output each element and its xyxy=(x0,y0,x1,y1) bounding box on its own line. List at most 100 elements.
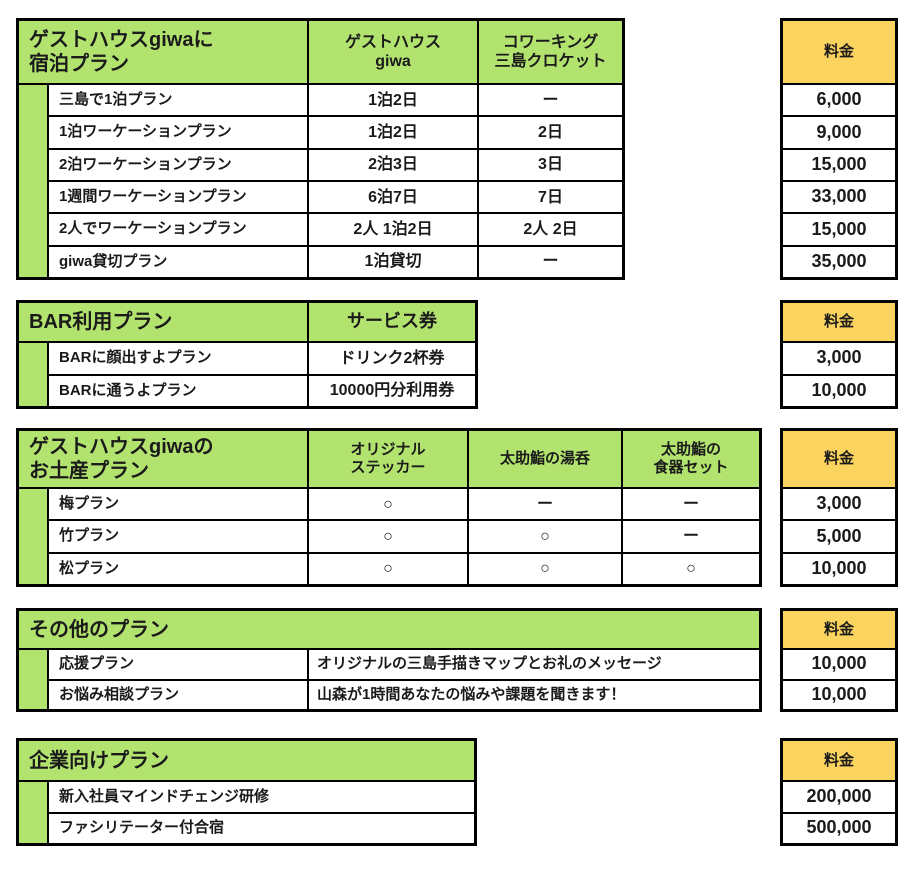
bar-table-title: BAR利用プラン xyxy=(19,303,307,341)
coworking-value-cell: ー xyxy=(479,246,622,277)
title-line: ゲストハウスgiwaの xyxy=(29,436,214,458)
price-cell: 3,000 xyxy=(783,489,895,520)
coworking-value-cell: 3日 xyxy=(479,149,622,180)
price-cell: 10,000 xyxy=(783,680,895,709)
guesthouse-value-cell: 1泊2日 xyxy=(309,85,477,116)
souvenir-plans-table: ゲストハウスgiwaの お土産プラン オリジナル ステッカー 太助鮨の湯呑 太助… xyxy=(16,428,762,587)
column-header-line: オリジナル xyxy=(350,441,426,458)
price-cell: 15,000 xyxy=(783,149,895,180)
service-value-cell: 10000円分利用券 xyxy=(309,375,475,406)
price-cell: 3,000 xyxy=(783,343,895,374)
lodging-price-table: 料金 6,000 9,000 15,000 33,000 15,000 35,0… xyxy=(780,18,898,280)
tableware-mark-cell: ー xyxy=(623,489,759,520)
price-cell: 10,000 xyxy=(783,650,895,679)
column-header-line: ゲストハウス xyxy=(344,33,441,51)
price-cell: 6,000 xyxy=(783,85,895,116)
column-header-line: 三島クロケット xyxy=(494,53,607,70)
column-header-guesthouse-giwa: ゲストハウス giwa xyxy=(309,21,477,83)
left-accent-bar xyxy=(19,343,47,406)
column-header-sticker: オリジナル ステッカー xyxy=(309,431,467,487)
price-column-header: 料金 xyxy=(783,611,895,648)
column-header-yunomi: 太助鮨の湯呑 xyxy=(469,431,621,487)
plan-description-cell: 山森が1時間あなたの悩みや課題を聞きます！ xyxy=(309,680,759,709)
coworking-value-cell: ー xyxy=(479,85,622,116)
guesthouse-value-cell: 1泊2日 xyxy=(309,117,477,148)
price-cell: 35,000 xyxy=(783,246,895,277)
title-line: BAR利用プラン xyxy=(29,311,173,333)
bar-plans-table: BAR利用プラン サービス券 BARに顔出すよプラン ドリンク2杯券 BARに通… xyxy=(16,300,478,409)
plan-name-cell: BARに通うよプラン xyxy=(49,375,307,406)
price-cell: 9,000 xyxy=(783,117,895,148)
guesthouse-value-cell: 2人 1泊2日 xyxy=(309,214,477,245)
title-line: その他のプラン xyxy=(29,618,169,641)
plan-name-cell: 竹プラン xyxy=(49,521,307,552)
corporate-plans-table: 企業向けプラン 新入社員マインドチェンジ研修 ファシリテーター付合宿 xyxy=(16,738,477,846)
yunomi-mark-cell: ー xyxy=(469,489,621,520)
plan-name-cell: 2泊ワーケーションプラン xyxy=(49,149,307,180)
column-header-line: 太助鮨の湯呑 xyxy=(499,450,590,467)
plan-name-cell: 2人でワーケーションプラン xyxy=(49,214,307,245)
plan-description-cell: オリジナルの三島手描きマップとお礼のメッセージ xyxy=(309,650,759,679)
lodging-plans-table: ゲストハウスgiwaに 宿泊プラン ゲストハウス giwa コワーキング 三島ク… xyxy=(16,18,625,280)
price-cell: 15,000 xyxy=(783,214,895,245)
left-accent-bar xyxy=(19,85,47,277)
column-header-tableware: 太助鮨の 食器セット xyxy=(623,431,759,487)
price-cell: 33,000 xyxy=(783,182,895,213)
bar-price-table: 料金 3,000 10,000 xyxy=(780,300,898,409)
other-price-table: 料金 10,000 10,000 xyxy=(780,608,898,712)
corporate-price-table: 料金 200,000 500,000 xyxy=(780,738,898,846)
price-cell: 200,000 xyxy=(783,782,895,812)
column-header-line: ステッカー xyxy=(350,459,426,476)
title-line: ゲストハウスgiwaに xyxy=(29,29,214,51)
lodging-table-title: ゲストハウスgiwaに 宿泊プラン xyxy=(19,21,307,83)
other-plans-table: その他のプラン 応援プラン オリジナルの三島手描きマップとお礼のメッセージ お悩… xyxy=(16,608,762,712)
coworking-value-cell: 2人 2日 xyxy=(479,214,622,245)
title-line: お土産プラン xyxy=(29,460,149,482)
service-value-cell: ドリンク2杯券 xyxy=(309,343,475,374)
plan-name-cell: ファシリテーター付合宿 xyxy=(49,813,474,843)
column-header-line: 太助鮨の xyxy=(660,441,721,458)
title-line: 宿泊プラン xyxy=(29,53,129,75)
price-cell: 10,000 xyxy=(783,375,895,406)
guesthouse-value-cell: 1泊貸切 xyxy=(309,246,477,277)
plan-name-cell: 松プラン xyxy=(49,553,307,584)
plan-name-cell: 1泊ワーケーションプラン xyxy=(49,117,307,148)
plan-name-cell: BARに顔出すよプラン xyxy=(49,343,307,374)
corporate-table-title: 企業向けプラン xyxy=(19,741,474,780)
column-header-service-ticket: サービス券 xyxy=(309,303,475,341)
plan-name-cell: 梅プラン xyxy=(49,489,307,520)
price-column-header: 料金 xyxy=(783,303,895,341)
left-accent-bar xyxy=(19,782,47,843)
price-column-header: 料金 xyxy=(783,431,895,487)
left-accent-bar xyxy=(19,489,47,584)
tableware-mark-cell: ー xyxy=(623,521,759,552)
souvenir-table-title: ゲストハウスgiwaの お土産プラン xyxy=(19,431,307,487)
column-header-line: giwa xyxy=(375,53,411,70)
plan-name-cell: 新入社員マインドチェンジ研修 xyxy=(49,782,474,812)
sticker-mark-cell: ○ xyxy=(309,521,467,552)
plan-name-cell: 1週間ワーケーションプラン xyxy=(49,182,307,213)
title-line: 企業向けプラン xyxy=(29,749,169,772)
plan-name-cell: giwa貸切プラン xyxy=(49,246,307,277)
coworking-value-cell: 2日 xyxy=(479,117,622,148)
sticker-mark-cell: ○ xyxy=(309,553,467,584)
yunomi-mark-cell: ○ xyxy=(469,521,621,552)
price-column-header: 料金 xyxy=(783,741,895,780)
other-table-title: その他のプラン xyxy=(19,611,759,648)
column-header-line: サービス券 xyxy=(347,311,437,332)
guesthouse-value-cell: 2泊3日 xyxy=(309,149,477,180)
price-column-header: 料金 xyxy=(783,21,895,83)
left-accent-bar xyxy=(19,650,47,709)
coworking-value-cell: 7日 xyxy=(479,182,622,213)
column-header-line: コワーキング xyxy=(502,33,599,51)
yunomi-mark-cell: ○ xyxy=(469,553,621,584)
plan-name-cell: 応援プラン xyxy=(49,650,307,679)
souvenir-price-table: 料金 3,000 5,000 10,000 xyxy=(780,428,898,587)
plan-name-cell: お悩み相談プラン xyxy=(49,680,307,709)
guesthouse-value-cell: 6泊7日 xyxy=(309,182,477,213)
sticker-mark-cell: ○ xyxy=(309,489,467,520)
column-header-line: 食器セット xyxy=(653,459,729,476)
plan-name-cell: 三島で1泊プラン xyxy=(49,85,307,116)
price-cell: 10,000 xyxy=(783,553,895,584)
